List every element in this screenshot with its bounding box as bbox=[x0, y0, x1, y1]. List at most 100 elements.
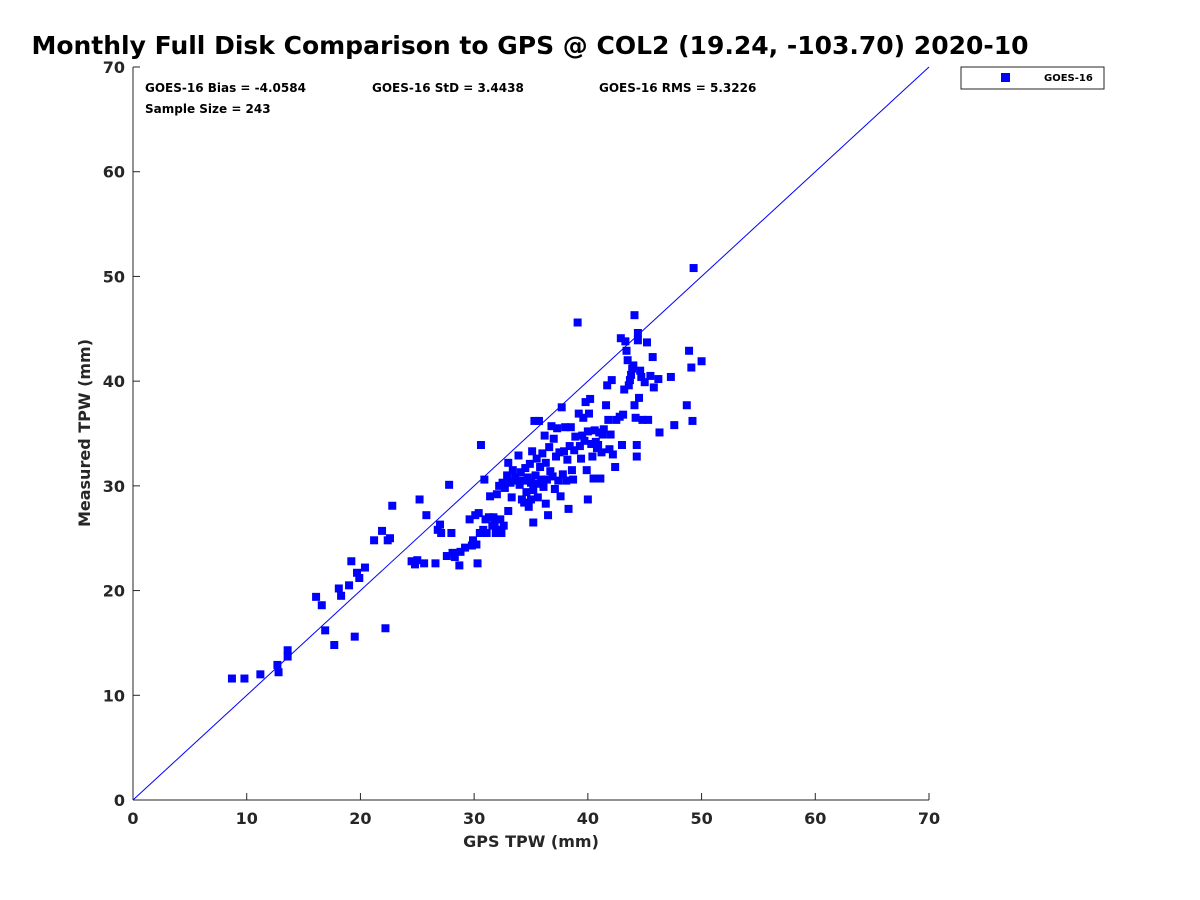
data-point bbox=[583, 427, 592, 436]
data-point bbox=[337, 591, 346, 600]
data-point bbox=[330, 641, 339, 650]
data-point bbox=[489, 513, 498, 522]
data-point bbox=[486, 492, 495, 501]
data-point bbox=[413, 556, 422, 565]
chart-title: Monthly Full Disk Comparison to GPS @ CO… bbox=[31, 31, 1028, 60]
data-point bbox=[492, 490, 501, 499]
data-point bbox=[512, 476, 521, 485]
data-point bbox=[482, 528, 491, 537]
std-stat: GOES-16 StD = 3.4438 bbox=[372, 81, 524, 95]
x-tick-label: 60 bbox=[804, 809, 826, 828]
data-point bbox=[480, 475, 489, 484]
data-point bbox=[556, 492, 565, 501]
data-point bbox=[599, 425, 608, 434]
data-point bbox=[682, 401, 691, 410]
data-point bbox=[503, 471, 512, 480]
data-point bbox=[420, 559, 429, 568]
data-point bbox=[273, 660, 282, 669]
data-point bbox=[436, 520, 445, 529]
data-point bbox=[550, 484, 559, 493]
data-point bbox=[588, 452, 597, 461]
data-point bbox=[450, 553, 459, 562]
data-point bbox=[558, 470, 567, 479]
data-point bbox=[355, 574, 364, 583]
data-point bbox=[321, 626, 330, 635]
data-point bbox=[524, 502, 533, 511]
data-point bbox=[547, 422, 556, 431]
data-point bbox=[569, 475, 578, 484]
data-point bbox=[583, 495, 592, 504]
data-point bbox=[632, 452, 641, 461]
data-point bbox=[542, 475, 551, 484]
data-point bbox=[544, 511, 553, 520]
data-point bbox=[521, 464, 530, 473]
data-point bbox=[566, 423, 575, 432]
data-point bbox=[529, 518, 538, 527]
data-point bbox=[312, 592, 321, 601]
legend: GOES-16 bbox=[960, 66, 1105, 90]
data-point bbox=[649, 383, 658, 392]
data-point bbox=[388, 501, 397, 510]
data-point bbox=[533, 479, 542, 488]
data-point bbox=[461, 543, 470, 552]
data-point bbox=[689, 264, 698, 273]
data-point bbox=[448, 548, 457, 557]
x-axis-label: GPS TPW (mm) bbox=[463, 832, 599, 851]
data-point bbox=[347, 557, 356, 566]
data-point bbox=[633, 336, 642, 345]
data-point bbox=[514, 451, 523, 460]
data-point bbox=[574, 409, 583, 418]
data-point bbox=[465, 515, 474, 524]
data-point bbox=[541, 499, 550, 508]
data-point bbox=[654, 375, 663, 384]
data-point bbox=[552, 452, 561, 461]
data-point bbox=[623, 356, 632, 365]
y-tick-label: 70 bbox=[103, 58, 125, 77]
rms-stat: GOES-16 RMS = 5.3226 bbox=[599, 81, 756, 95]
x-tick-label: 30 bbox=[463, 809, 485, 828]
data-point bbox=[627, 370, 636, 379]
data-point bbox=[582, 466, 591, 475]
data-point bbox=[472, 540, 481, 549]
data-point bbox=[648, 353, 657, 362]
data-point bbox=[617, 441, 626, 450]
bias-stat: GOES-16 Bias = -4.0584 bbox=[145, 81, 306, 95]
data-point bbox=[334, 584, 343, 593]
y-tick-label: 40 bbox=[103, 372, 125, 391]
y-tick-label: 10 bbox=[103, 686, 125, 705]
data-point bbox=[497, 528, 506, 537]
data-point bbox=[611, 463, 620, 472]
data-point bbox=[625, 376, 634, 385]
data-point bbox=[508, 466, 517, 475]
data-point bbox=[642, 338, 651, 347]
data-point bbox=[622, 346, 631, 355]
data-point bbox=[685, 346, 694, 355]
data-points bbox=[227, 264, 706, 683]
data-point bbox=[548, 472, 557, 481]
data-point bbox=[578, 431, 587, 440]
data-point bbox=[378, 526, 387, 535]
data-point bbox=[670, 421, 679, 430]
data-point bbox=[536, 463, 545, 472]
data-point bbox=[584, 409, 593, 418]
data-point bbox=[666, 372, 675, 381]
data-point bbox=[597, 448, 606, 457]
data-point bbox=[636, 366, 645, 375]
data-point bbox=[515, 480, 524, 489]
data-point bbox=[587, 439, 596, 448]
y-tick-label: 20 bbox=[103, 582, 125, 601]
data-point bbox=[283, 652, 292, 661]
data-point bbox=[624, 381, 633, 390]
y-axis-label: Measured TPW (mm) bbox=[75, 339, 94, 527]
data-point bbox=[620, 385, 629, 394]
data-point bbox=[540, 431, 549, 440]
data-point bbox=[580, 436, 589, 445]
x-axis-ticks: 0 10 20 30 40 50 60 70 bbox=[127, 793, 940, 828]
data-point bbox=[504, 458, 513, 467]
data-point bbox=[456, 547, 465, 556]
data-point bbox=[506, 478, 515, 487]
data-point bbox=[519, 476, 528, 485]
statistics-annotations: GOES-16 Bias = -4.0584 GOES-16 StD = 3.4… bbox=[145, 81, 756, 116]
data-point bbox=[527, 495, 535, 504]
